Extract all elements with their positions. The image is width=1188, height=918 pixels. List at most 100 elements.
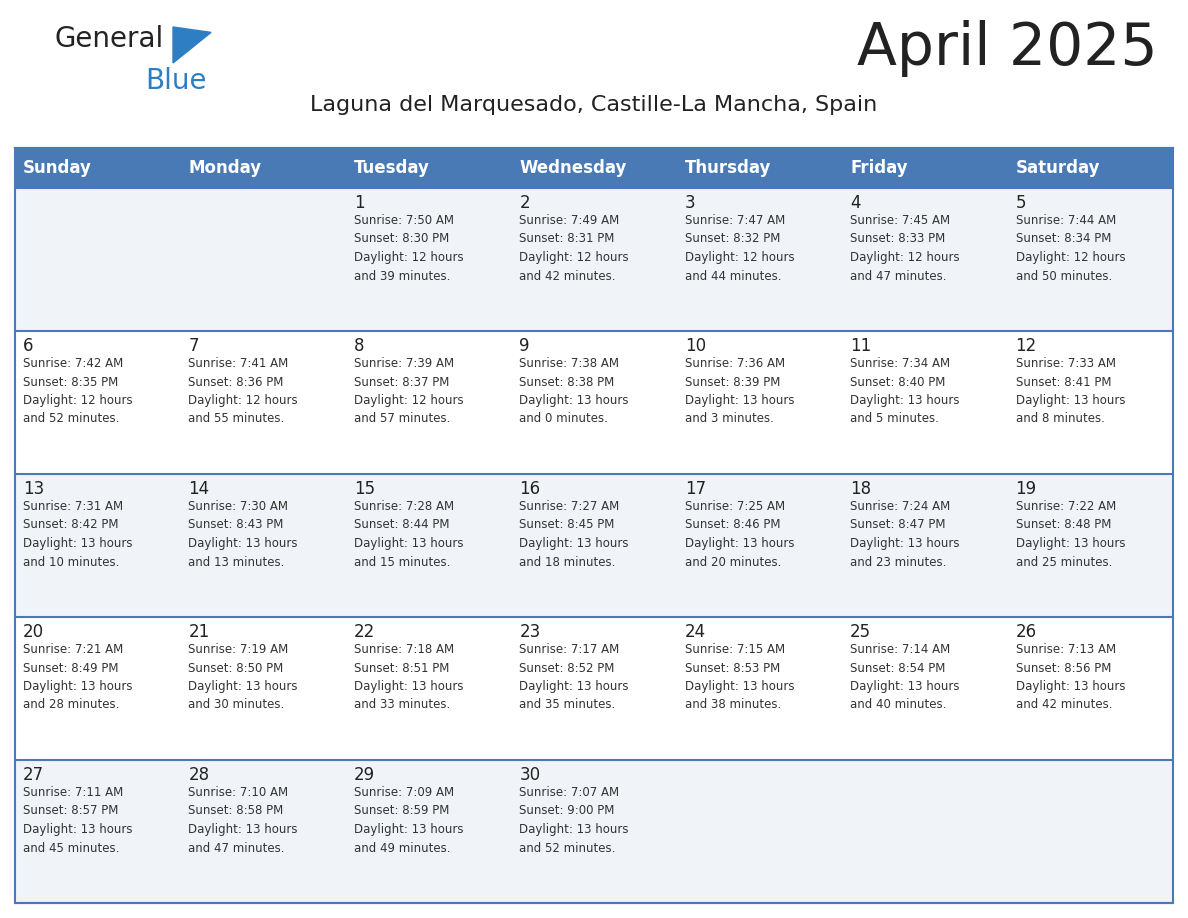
Text: 14: 14: [189, 480, 209, 498]
Text: Sunrise: 7:10 AM
Sunset: 8:58 PM
Daylight: 13 hours
and 47 minutes.: Sunrise: 7:10 AM Sunset: 8:58 PM Dayligh…: [189, 786, 298, 855]
Text: Sunrise: 7:50 AM
Sunset: 8:30 PM
Daylight: 12 hours
and 39 minutes.: Sunrise: 7:50 AM Sunset: 8:30 PM Dayligh…: [354, 214, 463, 283]
Bar: [346, 188, 511, 331]
Bar: [677, 188, 842, 331]
Bar: [677, 474, 842, 617]
Text: Sunrise: 7:30 AM
Sunset: 8:43 PM
Daylight: 13 hours
and 13 minutes.: Sunrise: 7:30 AM Sunset: 8:43 PM Dayligh…: [189, 500, 298, 568]
Text: 29: 29: [354, 766, 375, 784]
Bar: [677, 617, 842, 760]
Text: Sunrise: 7:09 AM
Sunset: 8:59 PM
Daylight: 13 hours
and 49 minutes.: Sunrise: 7:09 AM Sunset: 8:59 PM Dayligh…: [354, 786, 463, 855]
Text: Sunrise: 7:33 AM
Sunset: 8:41 PM
Daylight: 13 hours
and 8 minutes.: Sunrise: 7:33 AM Sunset: 8:41 PM Dayligh…: [1016, 357, 1125, 426]
Text: Sunrise: 7:19 AM
Sunset: 8:50 PM
Daylight: 13 hours
and 30 minutes.: Sunrise: 7:19 AM Sunset: 8:50 PM Dayligh…: [189, 643, 298, 711]
Text: 7: 7: [189, 337, 198, 355]
Bar: [346, 331, 511, 474]
Bar: [181, 617, 346, 760]
Text: 6: 6: [23, 337, 33, 355]
Text: 15: 15: [354, 480, 375, 498]
Text: April 2025: April 2025: [858, 20, 1158, 77]
Text: 3: 3: [684, 194, 695, 212]
Bar: [346, 148, 511, 188]
Text: 11: 11: [851, 337, 871, 355]
Bar: [842, 474, 1007, 617]
Bar: [677, 148, 842, 188]
Text: Sunrise: 7:21 AM
Sunset: 8:49 PM
Daylight: 13 hours
and 28 minutes.: Sunrise: 7:21 AM Sunset: 8:49 PM Dayligh…: [23, 643, 133, 711]
Text: Laguna del Marquesado, Castille-La Mancha, Spain: Laguna del Marquesado, Castille-La Manch…: [310, 95, 878, 115]
Bar: [511, 474, 677, 617]
Text: 25: 25: [851, 623, 871, 641]
Bar: [677, 760, 842, 903]
Text: Sunday: Sunday: [23, 159, 91, 177]
Text: 4: 4: [851, 194, 860, 212]
Text: Sunrise: 7:13 AM
Sunset: 8:56 PM
Daylight: 13 hours
and 42 minutes.: Sunrise: 7:13 AM Sunset: 8:56 PM Dayligh…: [1016, 643, 1125, 711]
Bar: [181, 331, 346, 474]
Bar: [15, 760, 181, 903]
Bar: [1007, 188, 1173, 331]
Text: Sunrise: 7:07 AM
Sunset: 9:00 PM
Daylight: 13 hours
and 52 minutes.: Sunrise: 7:07 AM Sunset: 9:00 PM Dayligh…: [519, 786, 628, 855]
Text: Sunrise: 7:15 AM
Sunset: 8:53 PM
Daylight: 13 hours
and 38 minutes.: Sunrise: 7:15 AM Sunset: 8:53 PM Dayligh…: [684, 643, 795, 711]
Text: 16: 16: [519, 480, 541, 498]
Text: 1: 1: [354, 194, 365, 212]
Text: 22: 22: [354, 623, 375, 641]
Polygon shape: [173, 27, 211, 63]
Text: 5: 5: [1016, 194, 1026, 212]
Text: 12: 12: [1016, 337, 1037, 355]
Text: Sunrise: 7:28 AM
Sunset: 8:44 PM
Daylight: 13 hours
and 15 minutes.: Sunrise: 7:28 AM Sunset: 8:44 PM Dayligh…: [354, 500, 463, 568]
Bar: [1007, 331, 1173, 474]
Bar: [15, 148, 1173, 903]
Text: Sunrise: 7:39 AM
Sunset: 8:37 PM
Daylight: 12 hours
and 57 minutes.: Sunrise: 7:39 AM Sunset: 8:37 PM Dayligh…: [354, 357, 463, 426]
Text: Sunrise: 7:17 AM
Sunset: 8:52 PM
Daylight: 13 hours
and 35 minutes.: Sunrise: 7:17 AM Sunset: 8:52 PM Dayligh…: [519, 643, 628, 711]
Text: Sunrise: 7:45 AM
Sunset: 8:33 PM
Daylight: 12 hours
and 47 minutes.: Sunrise: 7:45 AM Sunset: 8:33 PM Dayligh…: [851, 214, 960, 283]
Bar: [346, 760, 511, 903]
Bar: [677, 331, 842, 474]
Text: 24: 24: [684, 623, 706, 641]
Text: 2: 2: [519, 194, 530, 212]
Bar: [511, 331, 677, 474]
Bar: [842, 617, 1007, 760]
Text: Sunrise: 7:22 AM
Sunset: 8:48 PM
Daylight: 13 hours
and 25 minutes.: Sunrise: 7:22 AM Sunset: 8:48 PM Dayligh…: [1016, 500, 1125, 568]
Bar: [842, 148, 1007, 188]
Bar: [15, 474, 181, 617]
Text: Sunrise: 7:47 AM
Sunset: 8:32 PM
Daylight: 12 hours
and 44 minutes.: Sunrise: 7:47 AM Sunset: 8:32 PM Dayligh…: [684, 214, 795, 283]
Bar: [1007, 148, 1173, 188]
Text: Sunrise: 7:38 AM
Sunset: 8:38 PM
Daylight: 13 hours
and 0 minutes.: Sunrise: 7:38 AM Sunset: 8:38 PM Dayligh…: [519, 357, 628, 426]
Text: 9: 9: [519, 337, 530, 355]
Text: Saturday: Saturday: [1016, 159, 1100, 177]
Text: 17: 17: [684, 480, 706, 498]
Text: Sunrise: 7:42 AM
Sunset: 8:35 PM
Daylight: 12 hours
and 52 minutes.: Sunrise: 7:42 AM Sunset: 8:35 PM Dayligh…: [23, 357, 133, 426]
Text: Monday: Monday: [189, 159, 261, 177]
Text: Sunrise: 7:44 AM
Sunset: 8:34 PM
Daylight: 12 hours
and 50 minutes.: Sunrise: 7:44 AM Sunset: 8:34 PM Dayligh…: [1016, 214, 1125, 283]
Bar: [346, 474, 511, 617]
Text: Sunrise: 7:11 AM
Sunset: 8:57 PM
Daylight: 13 hours
and 45 minutes.: Sunrise: 7:11 AM Sunset: 8:57 PM Dayligh…: [23, 786, 133, 855]
Text: Sunrise: 7:49 AM
Sunset: 8:31 PM
Daylight: 12 hours
and 42 minutes.: Sunrise: 7:49 AM Sunset: 8:31 PM Dayligh…: [519, 214, 628, 283]
Bar: [15, 188, 181, 331]
Text: Blue: Blue: [145, 67, 207, 95]
Bar: [15, 148, 181, 188]
Bar: [181, 760, 346, 903]
Text: 8: 8: [354, 337, 365, 355]
Bar: [842, 331, 1007, 474]
Text: Tuesday: Tuesday: [354, 159, 430, 177]
Bar: [511, 148, 677, 188]
Bar: [511, 617, 677, 760]
Bar: [842, 188, 1007, 331]
Bar: [15, 331, 181, 474]
Text: Sunrise: 7:14 AM
Sunset: 8:54 PM
Daylight: 13 hours
and 40 minutes.: Sunrise: 7:14 AM Sunset: 8:54 PM Dayligh…: [851, 643, 960, 711]
Text: 21: 21: [189, 623, 209, 641]
Bar: [511, 760, 677, 903]
Text: 20: 20: [23, 623, 44, 641]
Text: General: General: [55, 25, 164, 53]
Text: 28: 28: [189, 766, 209, 784]
Bar: [15, 617, 181, 760]
Text: Sunrise: 7:27 AM
Sunset: 8:45 PM
Daylight: 13 hours
and 18 minutes.: Sunrise: 7:27 AM Sunset: 8:45 PM Dayligh…: [519, 500, 628, 568]
Text: Sunrise: 7:36 AM
Sunset: 8:39 PM
Daylight: 13 hours
and 3 minutes.: Sunrise: 7:36 AM Sunset: 8:39 PM Dayligh…: [684, 357, 795, 426]
Text: 19: 19: [1016, 480, 1037, 498]
Text: 23: 23: [519, 623, 541, 641]
Text: Thursday: Thursday: [684, 159, 771, 177]
Bar: [842, 760, 1007, 903]
Text: Sunrise: 7:24 AM
Sunset: 8:47 PM
Daylight: 13 hours
and 23 minutes.: Sunrise: 7:24 AM Sunset: 8:47 PM Dayligh…: [851, 500, 960, 568]
Text: Sunrise: 7:34 AM
Sunset: 8:40 PM
Daylight: 13 hours
and 5 minutes.: Sunrise: 7:34 AM Sunset: 8:40 PM Dayligh…: [851, 357, 960, 426]
Text: 13: 13: [23, 480, 44, 498]
Text: Friday: Friday: [851, 159, 908, 177]
Text: 27: 27: [23, 766, 44, 784]
Bar: [181, 148, 346, 188]
Bar: [511, 188, 677, 331]
